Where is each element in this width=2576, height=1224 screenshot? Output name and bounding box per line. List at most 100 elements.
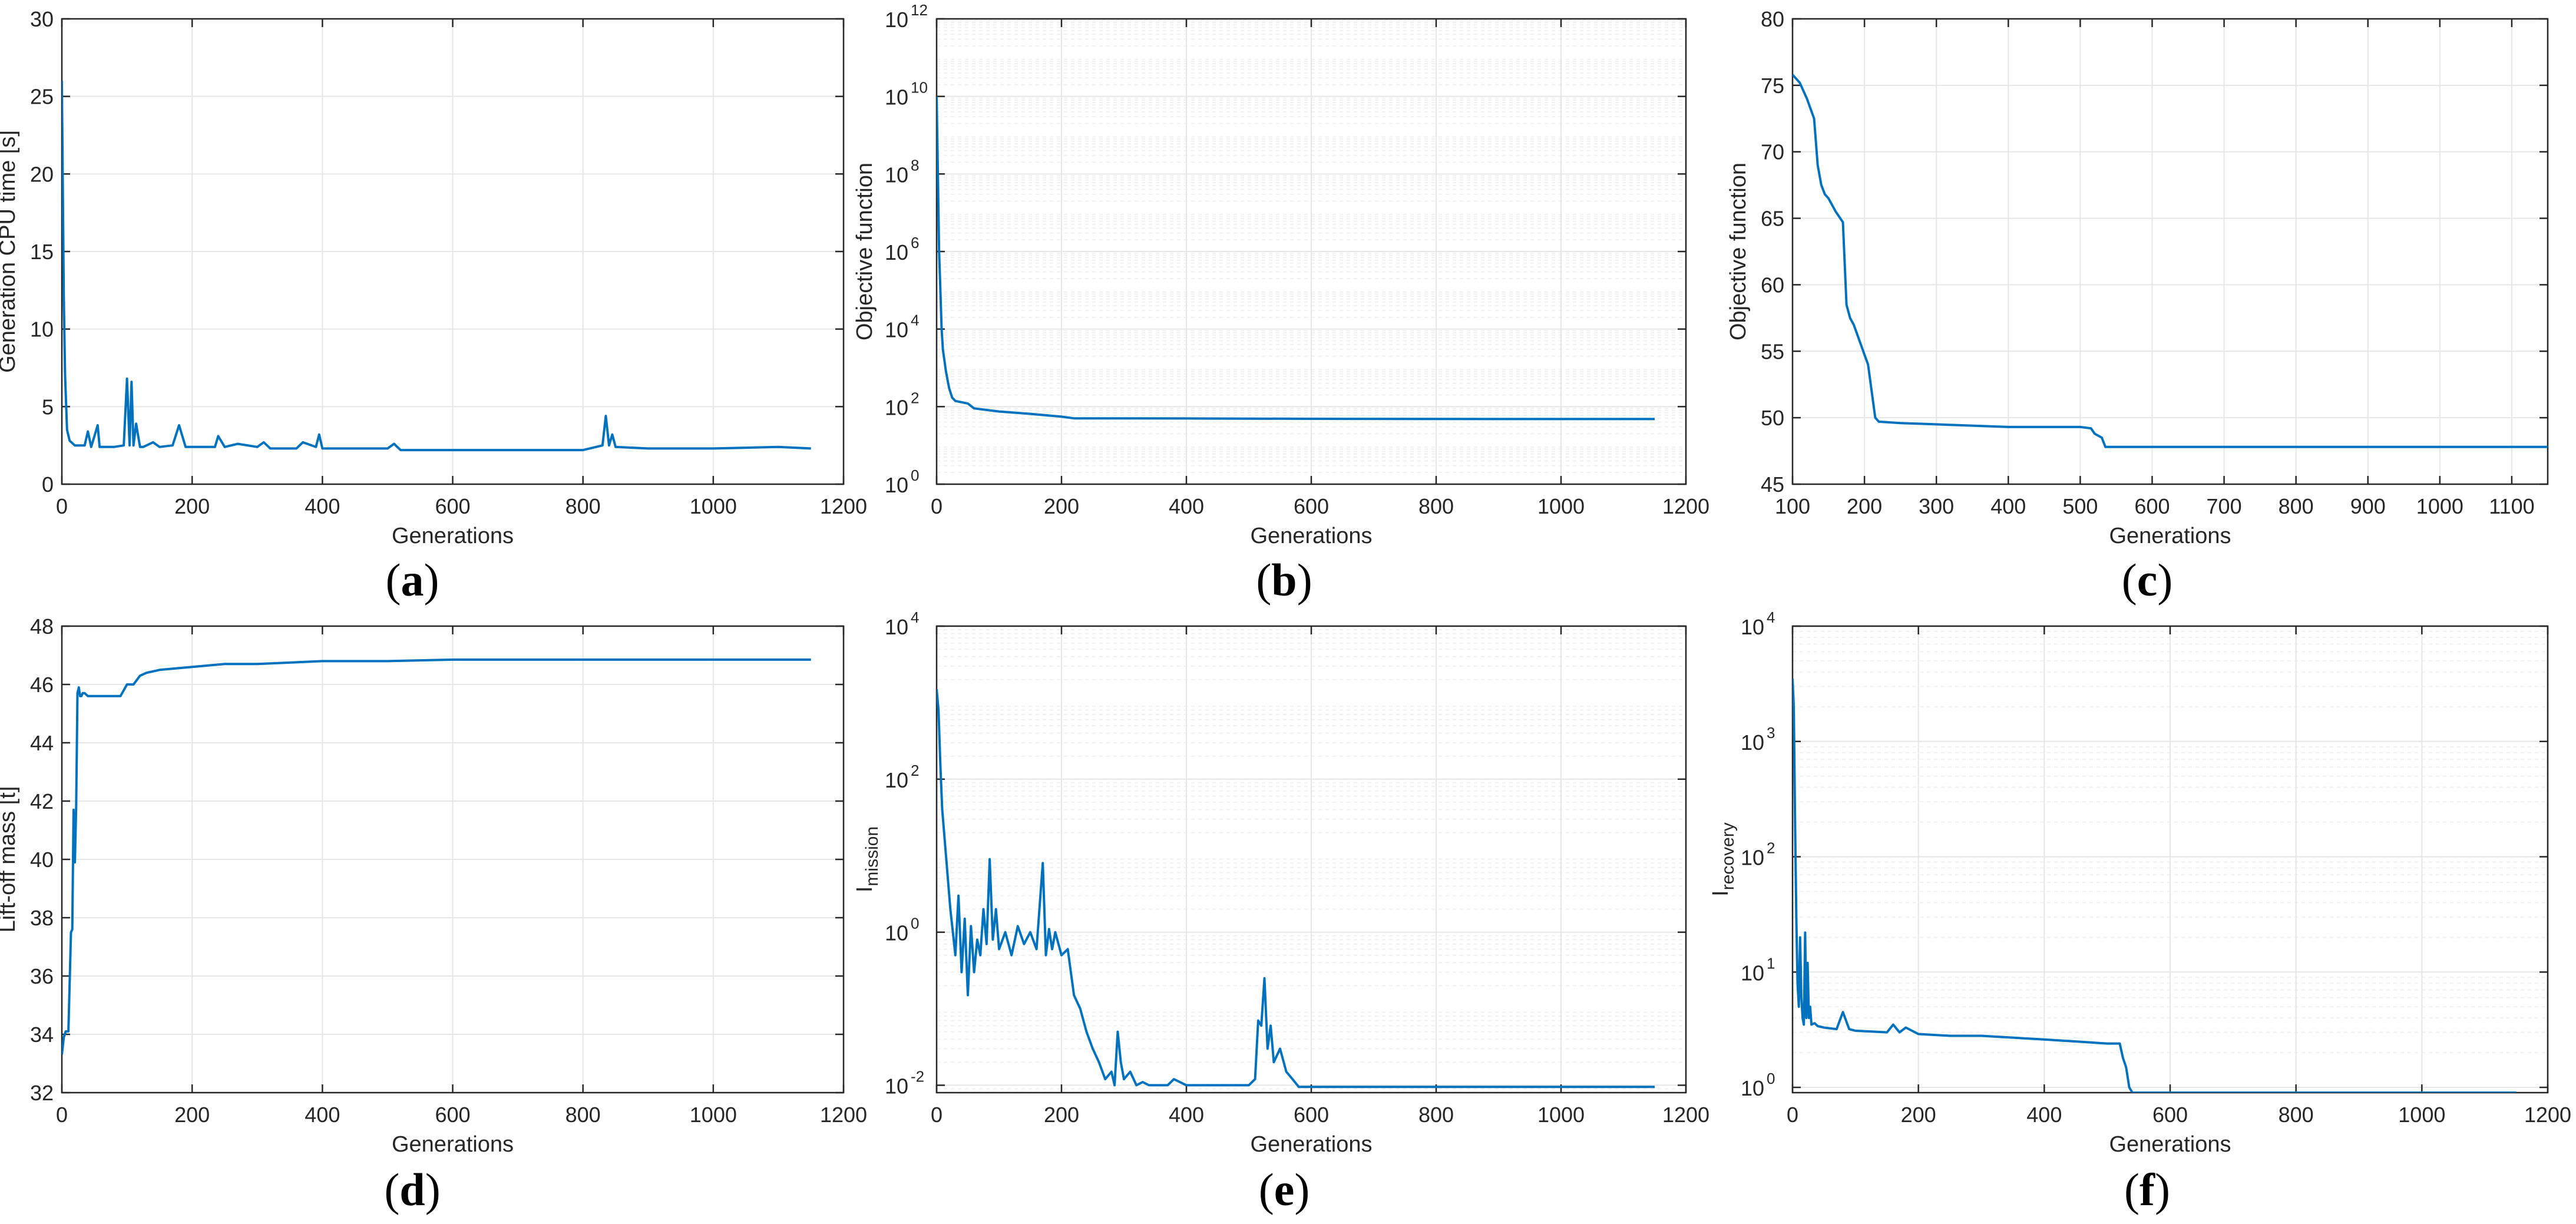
y-tick-label: 10 (1741, 1076, 1764, 1100)
y-tick-label: 36 (30, 964, 54, 988)
y-tick-exponent: 0 (911, 467, 919, 484)
x-tick-label: 800 (1418, 494, 1454, 518)
y-tick-label: 20 (30, 162, 54, 186)
x-tick-label: 200 (1044, 494, 1079, 518)
caption-a: (a) (385, 554, 439, 606)
x-tick-label: 600 (2134, 494, 2170, 518)
x-tick-label: 0 (56, 1103, 68, 1127)
x-tick-label: 0 (931, 494, 943, 518)
y-tick-label: 34 (30, 1023, 54, 1047)
y-tick-exponent: 4 (911, 312, 919, 329)
y-axis-label: Generation CPU time [s] (0, 130, 20, 373)
chart-d: 0 200 400 600 800 1000 1200 32 34 36 38 40 42 44 46 48 G… (0, 614, 867, 1157)
caption-d: (d) (384, 1164, 441, 1215)
x-tick-label: 800 (2279, 494, 2314, 518)
y-tick-label: 10 (1741, 961, 1764, 985)
y-tick-label: 44 (30, 731, 54, 755)
y-tick-exponent: 10 (911, 79, 928, 97)
x-tick-label: 1200 (820, 494, 867, 518)
x-tick-label: 600 (1294, 494, 1329, 518)
x-tick-label: 0 (931, 1103, 943, 1127)
series-line (1793, 74, 2548, 448)
plot-frame (1791, 18, 2549, 485)
x-tick-label: 900 (2350, 494, 2386, 518)
x-axis-label: Generations (2109, 1132, 2231, 1157)
y-tick-label: 60 (1761, 273, 1784, 297)
y-tick-label: 42 (30, 789, 54, 813)
x-tick-label: 400 (305, 494, 340, 518)
y-tick-label: 75 (1761, 74, 1784, 98)
x-tick-label: 600 (435, 1103, 470, 1127)
y-tick-label: 10 (885, 85, 908, 110)
x-tick-label: 1000 (1537, 494, 1585, 518)
y-tick-exponent: 8 (911, 156, 919, 174)
y-tick-label: 10 (885, 8, 908, 32)
y-tick-label: 32 (30, 1081, 54, 1105)
x-tick-label: 800 (566, 494, 601, 518)
x-tick-label: 1000 (2416, 494, 2463, 518)
x-axis-label: Generations (392, 1132, 514, 1157)
y-tick-label: 45 (1761, 472, 1784, 497)
caption-c: (c) (2121, 554, 2173, 606)
chart-a: 0 200 400 600 800 1000 1200 0 5 10 15 20 25 30 Generat… (0, 7, 867, 548)
y-tick-label: 10 (1741, 730, 1764, 755)
y-tick-label: 10 (885, 163, 908, 187)
x-tick-label: 1000 (690, 1103, 737, 1127)
x-axis-label: Generations (392, 524, 514, 548)
x-tick-label: 700 (2207, 494, 2242, 518)
x-tick-label: 1200 (1662, 494, 1709, 518)
x-tick-label: 0 (1787, 1103, 1798, 1127)
y-tick-label: 48 (30, 614, 54, 639)
y-tick-label: 80 (1761, 7, 1784, 31)
x-tick-label: 400 (1169, 1103, 1204, 1127)
series-line (62, 658, 811, 1055)
y-axis-label-subscript: recovery (1718, 822, 1738, 890)
y-axis-label: Lift-off mass [t] (0, 786, 20, 932)
y-tick-exponent: 2 (911, 389, 919, 406)
chart-c: 100 200 300 400 500 600 700 800 900 1000 1100 45 50 5… (1726, 7, 2549, 548)
x-tick-label: 400 (305, 1103, 340, 1127)
series-line (937, 689, 1655, 1089)
series-line (62, 81, 811, 452)
x-tick-label: 600 (1294, 1103, 1329, 1127)
y-tick-exponent: 12 (911, 1, 928, 19)
x-tick-label: 800 (566, 1103, 601, 1127)
x-tick-label: 1200 (1662, 1103, 1709, 1127)
x-tick-label: 500 (2062, 494, 2098, 518)
x-tick-label: 1000 (1537, 1103, 1585, 1127)
y-axis-label: Objective function (1726, 163, 1751, 340)
y-tick-label: 30 (30, 7, 54, 31)
x-axis-label: Generations (1250, 524, 1372, 548)
y-tick-label: 10 (1741, 846, 1764, 870)
x-tick-label: 400 (1990, 494, 2026, 518)
y-tick-label: 40 (30, 848, 54, 872)
y-tick-exponent: 2 (911, 762, 919, 779)
caption-e: (e) (1258, 1164, 1310, 1215)
y-tick-label: 10 (885, 615, 908, 639)
x-tick-label: 1100 (2489, 494, 2534, 518)
x-tick-label: 200 (1847, 494, 1882, 518)
x-tick-label: 100 (1775, 494, 1810, 518)
y-tick-exponent: 4 (1767, 608, 1775, 626)
x-tick-label: 600 (435, 494, 470, 518)
x-tick-label: 1200 (2524, 1103, 2571, 1127)
y-tick-label: 10 (885, 473, 908, 497)
y-tick-label: 10 (885, 921, 908, 945)
y-tick-exponent: -2 (911, 1067, 924, 1085)
y-tick-label: 10 (885, 240, 908, 264)
y-tick-exponent: 3 (1767, 724, 1775, 742)
y-tick-label: 10 (30, 317, 54, 342)
y-tick-exponent: 0 (1767, 1070, 1775, 1087)
y-axis-label: Imission (852, 826, 882, 892)
y-tick-label: 10 (885, 1074, 908, 1098)
y-tick-label: 25 (30, 85, 54, 109)
x-tick-label: 300 (1919, 494, 1954, 518)
caption-b: (b) (1256, 554, 1312, 606)
x-tick-label: 200 (174, 494, 210, 518)
x-tick-label: 600 (2152, 1103, 2188, 1127)
y-tick-label: 38 (30, 906, 54, 930)
y-tick-exponent: 0 (911, 915, 919, 932)
x-tick-label: 800 (1418, 1103, 1454, 1127)
